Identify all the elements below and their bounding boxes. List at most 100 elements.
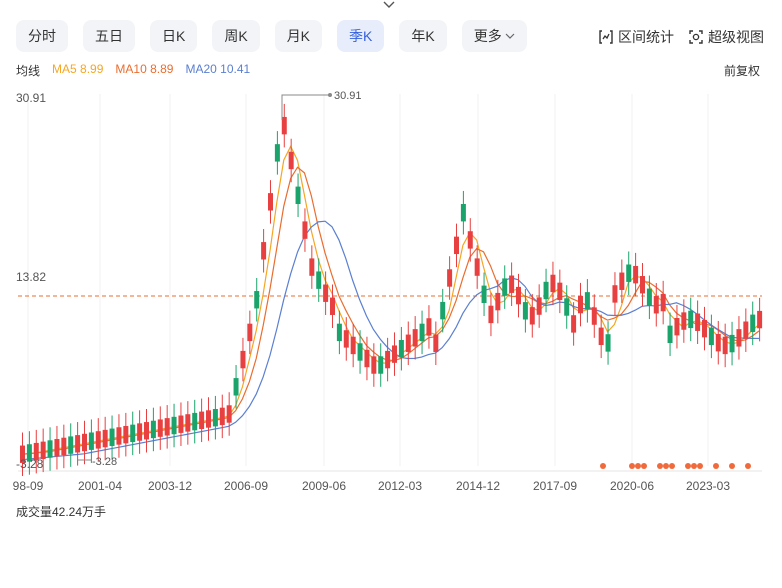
candle-body (323, 284, 329, 302)
candle-body (405, 334, 411, 352)
tab-monthly-k[interactable]: 月K (274, 20, 323, 52)
candle-body (433, 334, 439, 352)
tab-five-day[interactable]: 五日 (83, 20, 135, 52)
candle-body (130, 424, 136, 443)
x-axis-label: 2001-04 (78, 479, 122, 493)
candle-body (20, 445, 25, 463)
event-dot (697, 463, 703, 469)
candle-body (522, 302, 528, 320)
candle-body (695, 313, 701, 331)
candle-body (516, 286, 521, 305)
tab-yearly-k[interactable]: 年K (399, 20, 447, 52)
kline-chart[interactable]: 98-09 2001-04 2003-12 2006-09 2009-06 2012-03… (0, 84, 782, 504)
candle-body (750, 314, 756, 333)
candle-body (378, 356, 384, 374)
range-stats-label: 区间统计 (618, 29, 674, 45)
ma20-legend: MA20 10.41 (185, 62, 250, 79)
candle-body (591, 307, 597, 325)
candle-body (33, 442, 39, 461)
candle-body (454, 236, 459, 255)
event-dot (635, 463, 641, 469)
candle-body (729, 334, 735, 353)
candle-body (702, 319, 707, 338)
chart-tools: 区间统计 超级视图 (598, 27, 764, 47)
candle-body (40, 441, 46, 460)
x-axis-label: 2017-09 (533, 479, 577, 493)
candle-body (75, 435, 81, 453)
super-view-button[interactable]: 超级视图 (688, 27, 764, 47)
chevron-down-icon (505, 33, 515, 39)
y-axis-top-label: 30.91 (16, 91, 46, 105)
candle-body (233, 378, 239, 396)
ma20-line (21, 220, 760, 461)
super-view-label: 超级视图 (708, 29, 764, 45)
event-dot (669, 463, 675, 469)
tab-intraday[interactable]: 分时 (16, 20, 68, 52)
adjust-mode[interactable]: 前复权 (723, 64, 760, 78)
candle-body (509, 275, 515, 293)
candle-body (371, 356, 377, 374)
high-marker-dot (328, 93, 332, 97)
tab-more-label: 更多 (473, 28, 502, 44)
candle-body (640, 276, 645, 294)
candle-body (646, 288, 652, 307)
candle-body (584, 292, 590, 310)
candle-body (633, 265, 639, 284)
candle-body (150, 420, 156, 439)
candle-body (219, 407, 225, 426)
candle-body (178, 415, 184, 433)
ma-prefix: 均线 (16, 64, 41, 78)
candle-body (564, 298, 570, 316)
candle-body (61, 437, 67, 456)
event-dot (691, 463, 697, 469)
tab-weekly-k[interactable]: 周K (212, 20, 260, 52)
range-stats-button[interactable]: 区间统计 (598, 27, 674, 47)
candle-body (419, 323, 425, 342)
candle-body (667, 325, 673, 344)
tab-quarterly-k[interactable]: 季K (337, 20, 385, 52)
candle-body (612, 285, 618, 303)
event-dot (729, 463, 735, 469)
expand-chevron-icon[interactable] (382, 0, 396, 10)
ma5-value: 8.99 (80, 62, 104, 76)
candle-body (736, 329, 742, 347)
event-dot (657, 463, 663, 469)
candle-body (364, 349, 370, 368)
candle-body (82, 433, 87, 452)
candle-body (715, 333, 721, 352)
candle-body (95, 431, 101, 449)
candle-body (88, 432, 94, 450)
candles (20, 103, 763, 477)
ma5-label: MA5 (52, 62, 77, 76)
super-view-icon (689, 30, 703, 44)
ma10-value: 8.89 (150, 62, 174, 76)
candle-body (281, 116, 287, 135)
x-axis-label: 2012-03 (378, 479, 422, 493)
tab-daily-k[interactable]: 日K (150, 20, 198, 52)
candle-body (68, 436, 74, 454)
ma-legend: 均线 MA5 8.99 MA10 8.89 MA20 10.41 (16, 62, 250, 79)
event-dot (713, 463, 719, 469)
event-dot (685, 463, 691, 469)
candle-body (144, 422, 149, 440)
ma10-line (21, 166, 760, 455)
candle-body (557, 282, 563, 301)
candle-body (185, 414, 191, 432)
chart-grid (18, 94, 762, 472)
candle-body (529, 307, 535, 325)
candle-body (171, 416, 177, 435)
candle-body (536, 297, 542, 315)
high-marker-label: 30.91 (334, 90, 362, 102)
candle-body (757, 310, 763, 329)
tab-more[interactable]: 更多 (461, 20, 527, 52)
candle-body (495, 292, 501, 311)
candle-body (385, 350, 391, 369)
candle-body (206, 410, 211, 428)
x-axis-label: 2020-06 (610, 479, 654, 493)
candle-body (619, 272, 625, 290)
candle-body (247, 323, 253, 342)
low-marker-label: -3.28 (92, 456, 117, 468)
candle-body (102, 429, 108, 448)
x-axis-label: 2014-12 (456, 479, 500, 493)
candle-body (626, 264, 632, 282)
